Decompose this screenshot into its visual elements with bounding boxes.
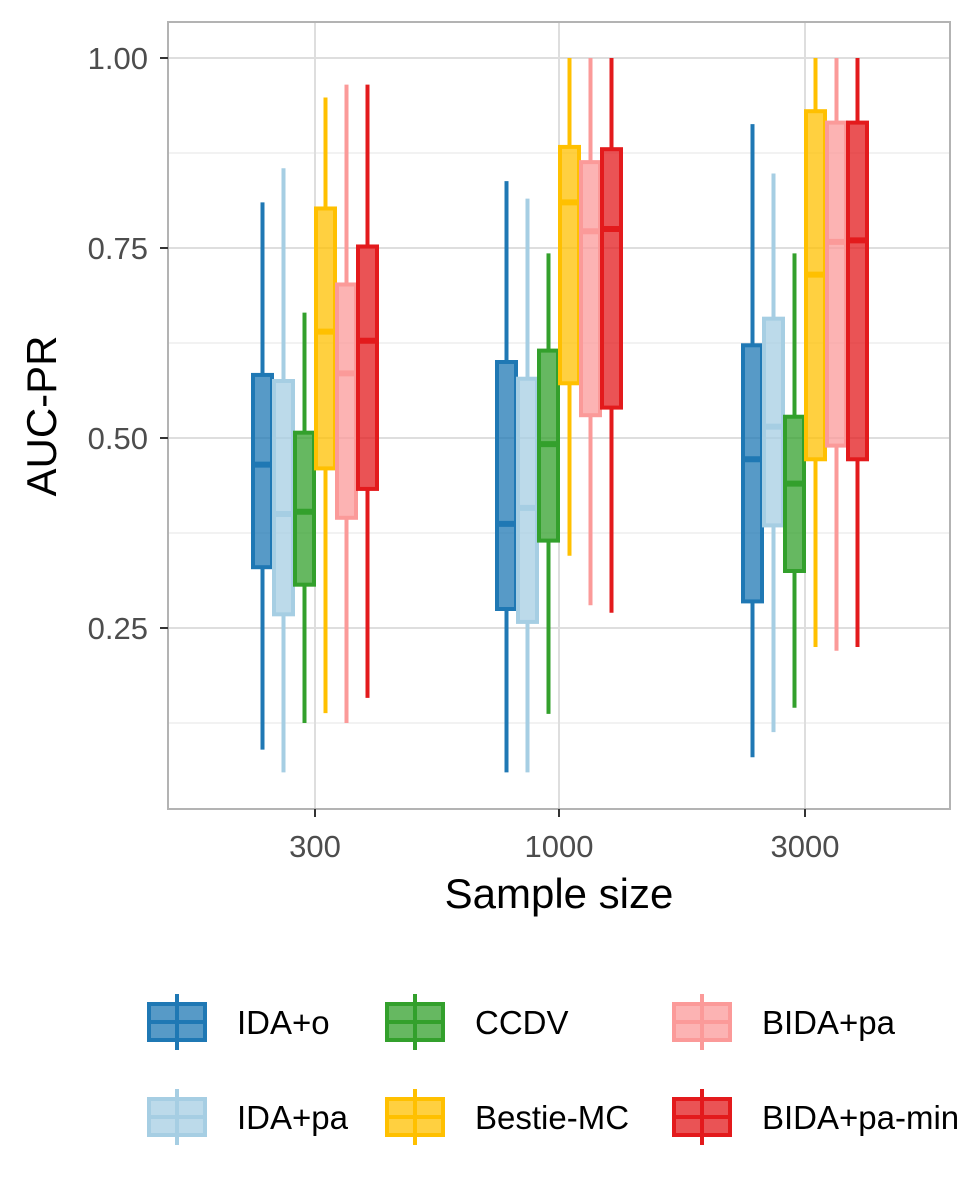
box-iqr [272,379,295,617]
legend-key [147,1089,207,1145]
y-tick-label: 0.50 [88,421,148,456]
box-iqr [741,343,764,604]
series-CCDV [293,253,806,723]
legend-item-IDA+pa: IDA+pa [147,1089,349,1145]
box-CCDV-1000 [537,253,560,714]
box-IDA+pa-300 [272,168,295,773]
box-iqr [516,376,539,624]
box-BIDA+pa-min-1000 [600,58,623,613]
legend-key [385,1089,445,1145]
x-axis-title: Sample size [445,870,674,917]
box-iqr [558,144,581,386]
legend-item-Bestie-MC: Bestie-MC [385,1089,629,1145]
box-iqr [783,414,806,573]
legend: IDA+o IDA+pa CCDV Bestie-MC BIDA+pa BIDA+pa-m… [147,994,959,1145]
y-axis-title: AUC-PR [18,335,65,496]
box-iqr [335,282,358,520]
series-IDA+o [251,124,764,773]
y-tick-label: 0.25 [88,611,148,646]
box-iqr [846,120,869,462]
legend-label: IDA+pa [237,1099,349,1136]
legend-key [672,994,732,1050]
legend-key [672,1089,732,1145]
legend-label: BIDA+pa-min [762,1099,959,1136]
legend-key [385,994,445,1050]
legend-key [147,994,207,1050]
y-tick-label: 1.00 [88,41,148,76]
series-IDA+pa [272,168,785,773]
box-iqr [825,120,848,448]
box-layer [251,58,869,773]
legend-label: BIDA+pa [762,1004,896,1041]
legend-label: CCDV [475,1004,569,1041]
legend-item-CCDV: CCDV [385,994,569,1050]
box-CCDV-300 [293,312,316,723]
box-CCDV-3000 [783,253,806,708]
box-iqr [495,360,518,611]
box-BIDA+pa-min-3000 [846,58,869,647]
box-iqr [600,147,623,410]
series-BIDA+pa-min [356,58,869,698]
legend-item-IDA+o: IDA+o [147,994,330,1050]
y-tick-label: 0.75 [88,231,148,266]
box-IDA+pa-3000 [762,173,785,733]
legend-item-BIDA+pa: BIDA+pa [672,994,896,1050]
y-axis-ticks: 0.25 0.50 0.75 1.00 [88,41,168,646]
box-iqr [314,206,337,471]
box-iqr [804,109,827,462]
x-tick-label: 1000 [525,829,594,864]
box-BIDA+pa-min-300 [356,84,379,698]
legend-label: IDA+o [237,1004,330,1041]
box-iqr [762,316,785,528]
legend-label: Bestie-MC [475,1099,629,1136]
x-tick-label: 3000 [771,829,840,864]
series-BIDA+pa [335,58,848,723]
box-iqr [356,244,379,491]
box-iqr [251,372,274,570]
x-axis-ticks: 300 1000 3000 [289,809,839,864]
x-tick-label: 300 [289,829,341,864]
box-iqr [293,430,316,587]
box-iqr [579,160,602,418]
box-BIDA+pa-300 [335,84,358,723]
legend-item-BIDA+pa-min: BIDA+pa-min [672,1089,959,1145]
